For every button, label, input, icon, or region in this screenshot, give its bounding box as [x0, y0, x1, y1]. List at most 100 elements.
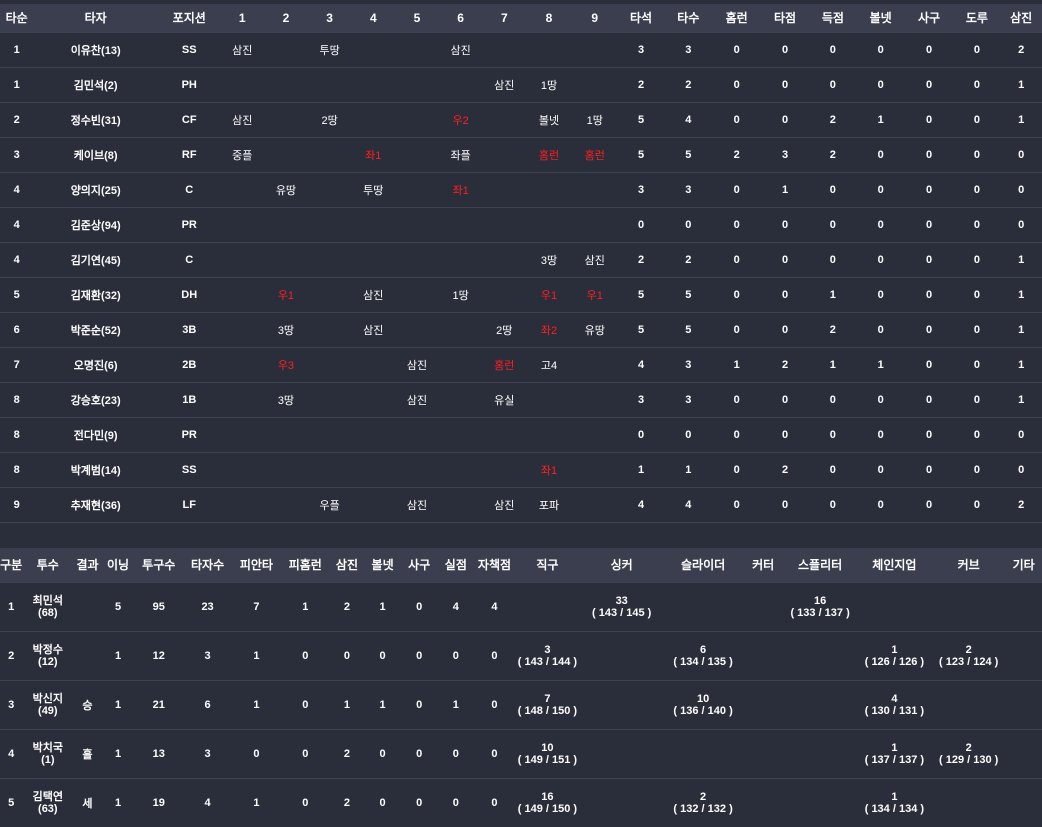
batting-stat: 4 [685, 498, 692, 511]
pitching-header-cell: 직구 [536, 558, 559, 573]
inning-result [572, 382, 618, 417]
inning-result [439, 312, 483, 347]
batting-stat: 0 [829, 498, 836, 511]
pitch-type-cell [580, 778, 663, 827]
batting-stat: 0 [781, 323, 789, 336]
pitching-stat: 21 [152, 698, 165, 711]
pitching-header-cell: 싱커 [610, 558, 633, 573]
batting-stat: 1 [1018, 253, 1025, 266]
inning-result: 삼진 [406, 394, 428, 407]
batting-stat: 0 [973, 78, 980, 91]
batting-stat: 0 [733, 218, 740, 231]
pitcher-name: 박치국 [32, 741, 63, 754]
batting-stat: 0 [925, 218, 933, 231]
pitcher-row: 5 김택연 (63) 세 1 19 4 1 0 2 0 0 0 0 16( 149 / 150 ) 2( 13… [0, 778, 1042, 827]
pitcher-number: (1) [41, 753, 55, 766]
pitching-header-cell: 투구수 [142, 558, 176, 573]
pitcher-name-cell: 박치국 (1) [22, 729, 73, 778]
inning-result: 1땅 [452, 289, 469, 302]
pitch-count: 2 [965, 741, 972, 754]
pitch-speed: ( 134 / 135 ) [673, 655, 733, 668]
inning-result [220, 242, 264, 277]
batter-row: 1 김민석(2) PH 삼진 1땅 2 2 0 0 0 0 0 0 1 [0, 67, 1042, 102]
batting-header-cell: 타수 [664, 0, 713, 32]
pitching-stat: 2 [343, 747, 351, 760]
inning-result [220, 67, 264, 102]
inning-result: 삼진 [406, 499, 428, 512]
inning-result: 홈런 [584, 149, 605, 162]
pitcher-order: 2 [8, 649, 15, 662]
inning-result: 삼진 [584, 254, 605, 267]
batting-stat: 1 [1018, 358, 1025, 371]
pitching-stat: 1 [114, 698, 122, 711]
pitch-count: 33 [615, 594, 628, 607]
inning-result [264, 207, 308, 242]
batting-stat: 4 [637, 498, 645, 511]
batting-stat: 5 [685, 323, 692, 336]
inning-result [482, 207, 526, 242]
batting-stat: 0 [973, 393, 980, 406]
pitch-type-cell [783, 778, 856, 827]
pitch-count: 1 [891, 643, 898, 656]
pitching-stat: 0 [416, 649, 423, 662]
batter-row: 4 김기연(45) C 3땅 삼진 2 2 0 0 0 0 0 0 1 [0, 242, 1042, 277]
inning-result [264, 67, 308, 102]
batter-row: 6 박준순(52) 3B 3땅 삼진 2땅 좌2 유땅 5 5 0 0 2 0 0 0 1 [0, 312, 1042, 347]
inning-result: 삼진 [406, 359, 428, 372]
inning-result: 1땅 [586, 114, 603, 127]
batting-stat: 0 [733, 393, 740, 406]
inning-result: 좌2 [540, 324, 558, 337]
batting-header-cell: 8 [526, 0, 572, 32]
inning-result [264, 452, 308, 487]
pitching-stat: 0 [343, 649, 351, 662]
pitching-header-cell: 슬라이더 [681, 558, 726, 573]
pitch-type-cell [580, 631, 663, 680]
inning-result [572, 347, 618, 382]
batting-order: 5 [13, 288, 20, 301]
inning-result [482, 172, 526, 207]
pitch-count: 7 [544, 692, 551, 705]
batter-position: C [185, 253, 194, 266]
batting-stat: 5 [637, 288, 645, 301]
pitch-type-cell [663, 582, 742, 631]
pitch-type-cell [932, 778, 1005, 827]
batting-stat: 0 [685, 428, 692, 441]
pitching-header-cell: 타자수 [191, 558, 225, 573]
batting-stat: 0 [781, 288, 789, 301]
batting-order: 4 [13, 183, 20, 196]
inning-result [395, 137, 439, 172]
batting-stat: 0 [877, 393, 884, 406]
batting-stat: 1 [637, 463, 645, 476]
batting-stat: 0 [877, 323, 884, 336]
pitch-speed: ( 129 / 130 ) [939, 753, 999, 766]
pitcher-row: 2 박정수 (12) 1 12 3 1 0 0 0 0 0 0 3( 143 / 144 ) 6( 134 … [0, 631, 1042, 680]
batting-stat: 0 [877, 498, 884, 511]
batting-order: 1 [13, 43, 20, 56]
batting-order: 8 [13, 463, 20, 476]
inning-result: 2땅 [321, 114, 338, 127]
pitching-stat: 2 [343, 600, 351, 613]
batting-stat: 1 [1018, 78, 1025, 91]
inning-result: 홈런 [538, 149, 560, 162]
inning-result [482, 32, 526, 67]
inning-result: 우플 [319, 499, 340, 512]
batting-stat: 0 [829, 463, 836, 476]
batting-order: 9 [13, 498, 20, 511]
inning-result [572, 207, 618, 242]
pitch-count: 1 [891, 790, 898, 803]
batting-stat: 0 [829, 253, 836, 266]
batting-stat: 0 [925, 323, 933, 336]
pitch-count: 2 [700, 790, 707, 803]
inning-result [439, 382, 483, 417]
inning-result [572, 452, 618, 487]
batting-stat: 0 [733, 43, 740, 56]
inning-result [482, 242, 526, 277]
pitch-type-cell: 4( 130 / 131 ) [857, 680, 932, 729]
pitch-type-cell [1005, 631, 1042, 680]
pitching-header-cell: 실점 [444, 558, 467, 573]
batting-stat: 0 [925, 463, 933, 476]
pitch-speed: ( 149 / 150 ) [517, 802, 578, 815]
inning-result: 3땅 [277, 324, 295, 337]
pitcher-row: 3 박신지 (49) 승 1 21 6 1 0 1 1 0 1 0 7( 148 / 150 ) 10( 13… [0, 680, 1042, 729]
pitching-header-cell: 볼넷 [371, 558, 394, 573]
